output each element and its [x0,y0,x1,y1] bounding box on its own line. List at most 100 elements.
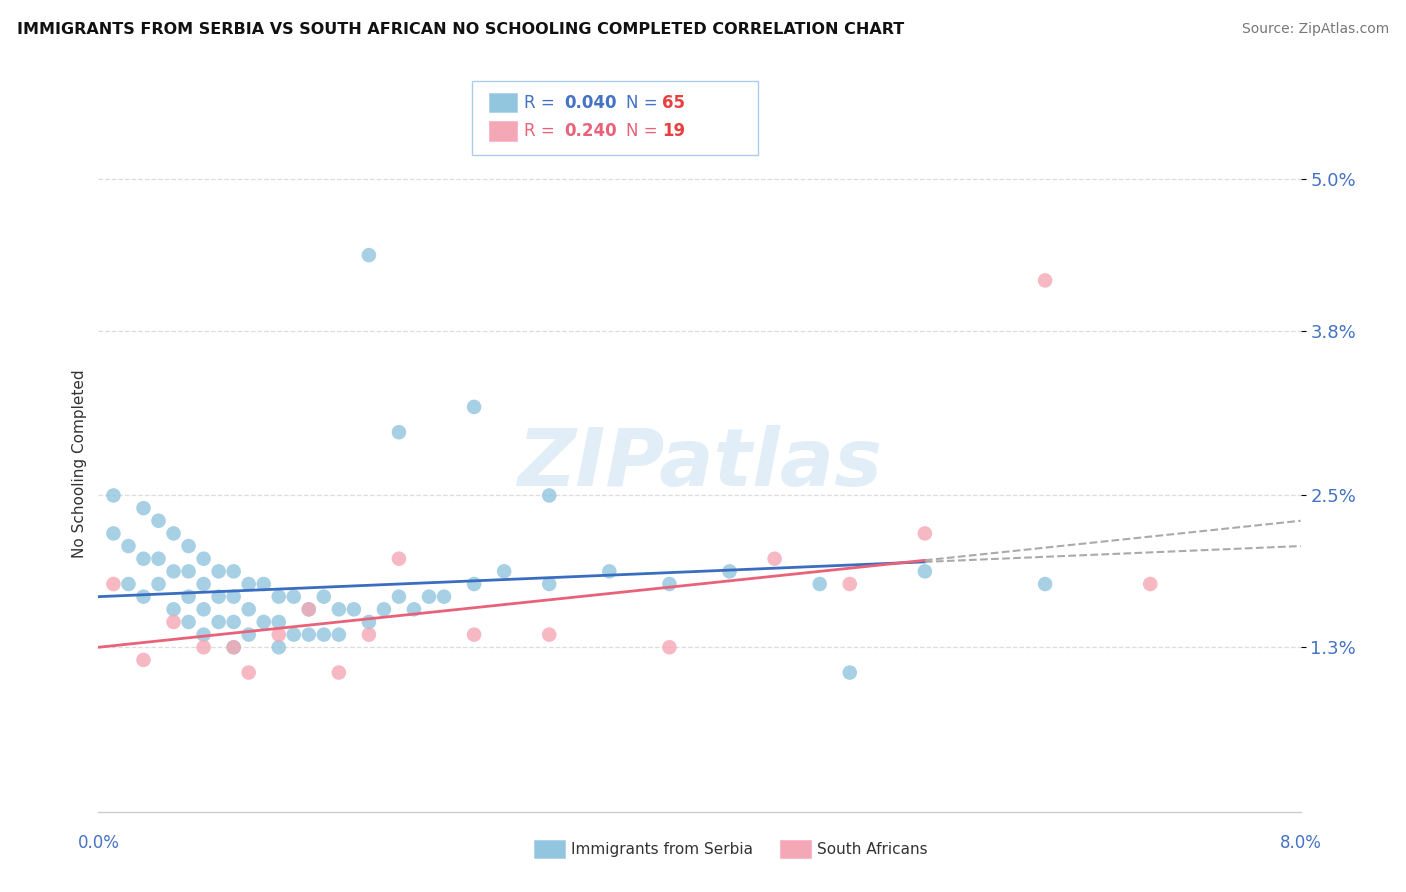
Point [208,615,231,629]
Point [132,501,155,516]
Point [388,590,411,604]
Point [222,615,245,629]
Point [343,602,366,616]
Point [238,602,260,616]
Point [177,590,200,604]
Point [1033,273,1056,287]
Point [1033,577,1056,591]
Point [538,488,561,502]
Point [162,615,184,629]
Point [103,526,125,541]
Text: ZIPatlas: ZIPatlas [517,425,882,503]
Point [538,577,561,591]
Point [328,602,350,616]
Point [283,627,305,641]
Text: R =: R = [524,122,561,140]
Point [267,640,290,655]
Point [914,526,936,541]
Point [763,551,786,566]
Point [162,602,184,616]
Point [357,615,380,629]
Text: IMMIGRANTS FROM SERBIA VS SOUTH AFRICAN NO SCHOOLING COMPLETED CORRELATION CHART: IMMIGRANTS FROM SERBIA VS SOUTH AFRICAN … [17,22,904,37]
Point [117,577,139,591]
Point [538,627,561,641]
Point [658,577,681,591]
Point [238,665,260,680]
Point [132,653,155,667]
Point [193,577,215,591]
Point [148,514,170,528]
Point [1139,577,1161,591]
Point [253,577,276,591]
Point [267,590,290,604]
Point [718,565,741,579]
Point [222,590,245,604]
Point [402,602,425,616]
Point [658,640,681,655]
Point [312,627,335,641]
Point [373,602,395,616]
Point [298,602,321,616]
Point [463,400,485,414]
Point [328,627,350,641]
Point [914,565,936,579]
Point [418,590,440,604]
Point [388,425,411,440]
Point [132,551,155,566]
Point [267,627,290,641]
Point [433,590,456,604]
Point [103,577,125,591]
Text: R =: R = [524,94,561,112]
Text: 0.240: 0.240 [564,122,616,140]
Point [193,602,215,616]
Point [283,590,305,604]
Y-axis label: No Schooling Completed: No Schooling Completed [72,369,87,558]
Text: 0.040: 0.040 [564,94,616,112]
Text: South Africans: South Africans [817,842,928,856]
Text: 0.0%: 0.0% [77,834,120,852]
Point [177,539,200,553]
Point [494,565,516,579]
Point [298,602,321,616]
Point [222,640,245,655]
Point [193,551,215,566]
Point [838,665,860,680]
Text: 19: 19 [662,122,685,140]
Point [838,577,860,591]
Point [222,565,245,579]
Point [808,577,831,591]
Point [463,577,485,591]
Point [238,627,260,641]
Text: Immigrants from Serbia: Immigrants from Serbia [571,842,752,856]
Point [598,565,620,579]
Text: 8.0%: 8.0% [1279,834,1322,852]
Point [388,551,411,566]
Point [463,627,485,641]
Point [208,565,231,579]
Point [267,615,290,629]
Point [193,627,215,641]
Text: N =: N = [626,94,662,112]
Point [162,526,184,541]
Text: N =: N = [626,122,662,140]
Point [177,615,200,629]
Point [177,565,200,579]
Point [328,665,350,680]
Point [193,640,215,655]
Point [103,488,125,502]
Point [132,590,155,604]
Point [253,615,276,629]
Point [238,577,260,591]
Point [148,551,170,566]
Point [357,627,380,641]
Point [162,565,184,579]
Point [357,248,380,262]
Point [312,590,335,604]
Point [208,590,231,604]
Point [117,539,139,553]
Text: 65: 65 [662,94,685,112]
Point [298,627,321,641]
Point [148,577,170,591]
Text: Source: ZipAtlas.com: Source: ZipAtlas.com [1241,22,1389,37]
Point [222,640,245,655]
